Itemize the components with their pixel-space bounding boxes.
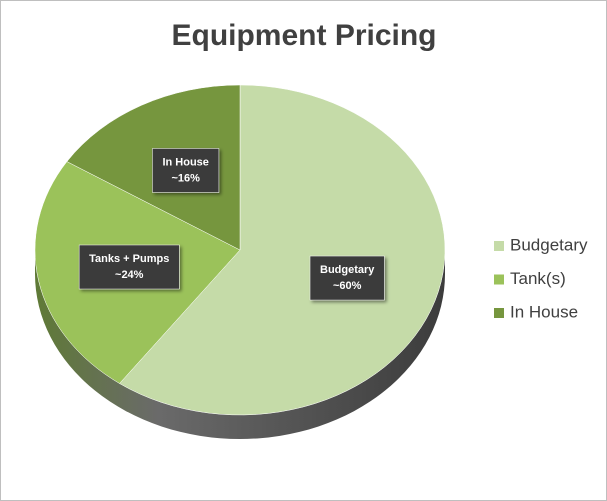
chart-title: Equipment Pricing — [171, 19, 436, 52]
data-label: Budgetary ~60% — [309, 255, 385, 301]
data-label-box — [309, 255, 385, 301]
data-label: In House ~16% — [152, 148, 220, 193]
data-label-box — [78, 244, 180, 290]
data-label-value: ~16% — [171, 172, 200, 184]
legend-label: Budgetary — [510, 235, 588, 254]
legend-swatch — [494, 274, 504, 285]
data-label-box — [152, 148, 220, 193]
legend-label: In House — [510, 302, 578, 321]
data-label-value: ~24% — [115, 269, 144, 281]
data-label-name: Tanks + Pumps — [89, 253, 169, 265]
legend-label: Tank(s) — [510, 269, 566, 288]
data-label-name: In House — [162, 156, 208, 168]
data-label: Tanks + Pumps ~24% — [78, 244, 180, 290]
legend-swatch — [494, 308, 504, 318]
legend: Budgetary Tank(s) In House — [494, 235, 588, 321]
data-label-value: ~60% — [333, 280, 362, 292]
pie-slice — [119, 84, 446, 416]
data-label-name: Budgetary — [320, 264, 375, 276]
data-labels: Budgetary ~60% Tanks + Pumps ~24% In House ~1… — [78, 148, 385, 301]
legend-swatch — [494, 241, 504, 251]
